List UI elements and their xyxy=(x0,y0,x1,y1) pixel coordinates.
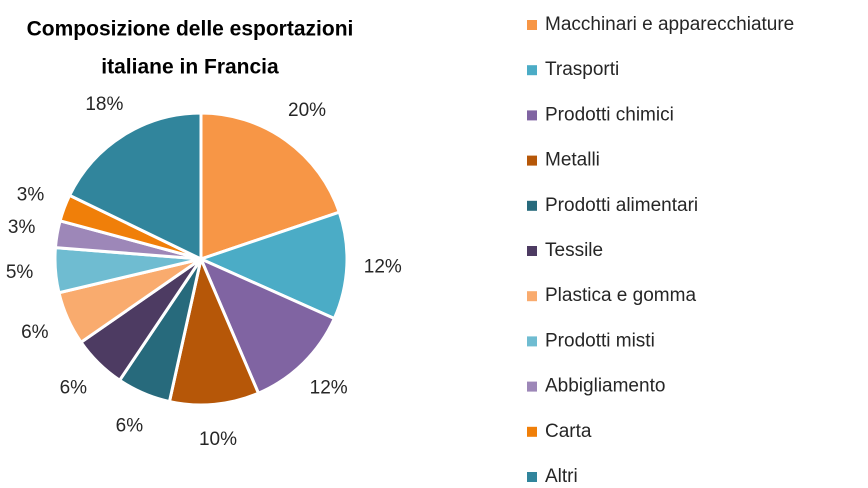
pie-slice xyxy=(198,256,337,396)
data-label: 5% xyxy=(6,262,34,283)
legend-marker xyxy=(527,246,537,256)
legend-marker xyxy=(527,110,537,121)
legend-marker xyxy=(527,65,537,76)
legend-label: Plastica e gomma xyxy=(545,285,696,306)
data-label: 6% xyxy=(116,415,144,436)
data-label: 6% xyxy=(60,378,88,399)
legend-marker xyxy=(527,291,537,302)
legend-marker xyxy=(527,426,537,437)
legend-marker xyxy=(527,472,537,482)
data-label: 10% xyxy=(199,429,237,450)
chart-title: italiane in Francia xyxy=(101,56,279,79)
data-label: 12% xyxy=(364,257,402,278)
pie-slice xyxy=(167,254,261,407)
data-label: 3% xyxy=(8,217,36,238)
legend-label: Metalli xyxy=(545,150,600,171)
legend-label: Abbigliamento xyxy=(545,376,665,397)
legend-label: Prodotti chimici xyxy=(545,104,674,125)
data-label: 12% xyxy=(310,378,348,399)
legend-marker xyxy=(527,381,537,392)
data-label: 3% xyxy=(17,184,45,205)
data-label: 18% xyxy=(85,94,123,115)
chart-title: Composizione delle esportazioni xyxy=(27,18,354,41)
pie-slice xyxy=(67,111,203,262)
legend-label: Macchinari e apparecchiature xyxy=(545,14,794,35)
data-label: 6% xyxy=(21,322,49,343)
legend-label: Carta xyxy=(545,421,592,442)
pie-slice xyxy=(196,210,349,321)
legend-label: Tessile xyxy=(545,240,603,261)
legend-label: Prodotti alimentari xyxy=(545,195,698,216)
legend-label: Trasporti xyxy=(545,59,619,80)
legend-label: Prodotti misti xyxy=(545,330,655,351)
legend-marker xyxy=(527,200,537,211)
legend-marker xyxy=(527,336,537,347)
legend-label: Altri xyxy=(545,466,578,487)
legend-marker xyxy=(527,155,537,166)
legend-marker xyxy=(527,20,537,30)
data-label: 20% xyxy=(288,100,326,121)
